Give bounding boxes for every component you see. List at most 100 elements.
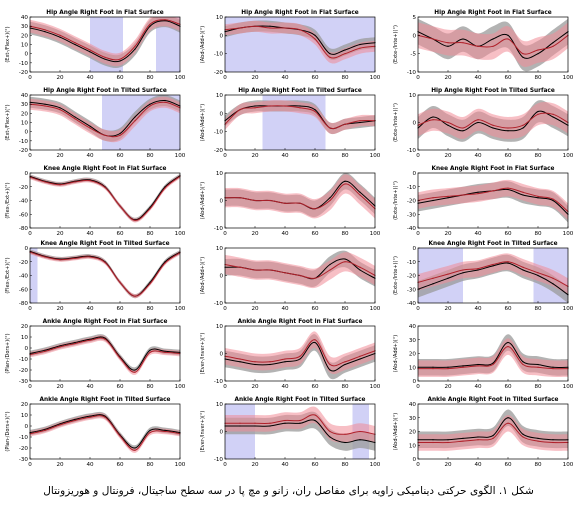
x-tick-label: 80: [146, 153, 154, 159]
subplot-1-1: 0 20 40 60 80 100 -20 -10 0 10 20 30 40 Hip Angle Rig…: [5, 10, 186, 81]
data-point: [492, 435, 494, 437]
data-point: [164, 351, 166, 353]
data-point: [254, 199, 256, 202]
x-tick-label: 0: [416, 306, 420, 312]
y-tick-label: -5: [410, 52, 416, 58]
y-tick-label: 0: [219, 352, 223, 358]
x-tick-label: 20: [444, 153, 452, 159]
x-tick-label: 20: [56, 75, 64, 81]
y-axis-label: (Abd-/Add+)(°): [200, 257, 206, 294]
data-point: [492, 437, 494, 439]
y-tick-label: 10: [216, 402, 224, 408]
subplot-title: Hip Angle Right Foot in Tilted Surface: [43, 88, 167, 94]
data-point: [537, 195, 539, 197]
x-tick-label: 100: [563, 153, 574, 159]
subplot-title: Ankle Angle Right Foot in Flat Surface: [238, 319, 363, 325]
data-point: [44, 350, 46, 352]
y-tick-label: 40: [21, 93, 29, 99]
data-point: [134, 369, 136, 371]
x-tick-label: 20: [444, 75, 452, 81]
data-point: [522, 191, 524, 193]
data-point: [269, 422, 271, 424]
data-point: [59, 424, 61, 426]
x-tick-label: 20: [251, 462, 259, 468]
y-tick-label: 10: [21, 43, 29, 49]
x-tick-label: 40: [281, 153, 289, 159]
x-tick-label: 40: [474, 75, 482, 81]
data-point: [477, 119, 479, 121]
data-point: [74, 418, 76, 420]
data-point: [447, 273, 449, 275]
x-tick-label: 20: [251, 384, 259, 390]
axes-frame: [224, 94, 376, 151]
data-point: [552, 366, 554, 368]
data-point: [344, 183, 346, 185]
data-point: [59, 346, 61, 348]
data-point: [344, 361, 346, 363]
x-tick-label: 60: [116, 306, 124, 312]
y-axis-label: (Exte-/Inte+)(°): [393, 181, 399, 220]
data-point: [462, 440, 464, 442]
data-point: [359, 194, 361, 196]
data-point: [59, 109, 61, 111]
sd-band-2: [225, 252, 375, 289]
data-point: [359, 439, 361, 441]
data-point: [432, 366, 434, 368]
x-tick-label: 40: [474, 153, 482, 159]
data-point: [432, 119, 434, 121]
data-point: [89, 415, 91, 417]
data-point: [269, 269, 271, 271]
data-point: [89, 339, 91, 341]
y-tick-label: 10: [216, 15, 224, 21]
x-tick-label: 20: [56, 153, 64, 159]
data-point: [44, 256, 46, 258]
data-point: [507, 417, 509, 419]
data-point: [537, 366, 539, 368]
x-tick-label: 40: [86, 231, 94, 237]
data-point: [329, 127, 331, 129]
x-tick-label: 80: [146, 384, 154, 390]
data-point: [284, 27, 286, 29]
data-point: [149, 208, 151, 210]
sd-band-2: [30, 412, 180, 453]
data-point: [432, 38, 434, 40]
data-point: [149, 349, 151, 351]
sd-band-2: [225, 331, 375, 375]
y-tick-label: -20: [19, 148, 29, 154]
y-tick-label: -80: [19, 226, 29, 232]
data-point: [552, 277, 554, 279]
subplot-5-3: 0 20 40 60 80 100 0 10 20 30 40 (Abd-/Add+)(°): [393, 324, 574, 390]
subplot-title: Ankle Angle Right Foot in Flat Surface: [43, 319, 168, 325]
data-point: [149, 103, 151, 105]
data-point: [552, 439, 554, 441]
subplot-title: Knee Angle Right Foot in Tilted Surface: [428, 241, 557, 247]
data-point: [164, 187, 166, 189]
data-point: [522, 361, 524, 363]
data-point: [74, 43, 76, 46]
x-tick-label: 0: [223, 231, 227, 237]
x-tick-label: 60: [311, 384, 319, 390]
x-tick-label: 100: [563, 75, 574, 81]
sd-band-1: [30, 249, 180, 299]
data-point: [269, 361, 271, 363]
data-point: [239, 361, 241, 363]
y-tick-label: 20: [409, 352, 417, 358]
data-point: [89, 51, 91, 53]
data-point: [149, 281, 151, 283]
data-point: [507, 341, 509, 344]
x-tick-label: 20: [444, 384, 452, 390]
y-axis-label: (Ever-/Inver+)(°): [200, 333, 206, 375]
subplot-3-1: 0 20 40 60 80 100 -80 -60 -40 -20 0 Knee Angle Righ…: [5, 166, 186, 237]
data-point: [284, 419, 286, 422]
data-point: [89, 125, 91, 127]
data-point: [149, 25, 151, 27]
y-axis-label: (Flex-/Ext+)(°): [5, 257, 11, 293]
data-point: [507, 262, 509, 264]
subplot-title: Hip Angle Right Foot in Tilted Surface: [431, 88, 555, 94]
data-point: [164, 19, 166, 21]
y-tick-label: -10: [214, 379, 224, 385]
mean-line-2: [30, 251, 180, 297]
y-tick-label: -30: [19, 379, 29, 385]
data-point: [59, 423, 61, 425]
data-point: [239, 266, 241, 268]
